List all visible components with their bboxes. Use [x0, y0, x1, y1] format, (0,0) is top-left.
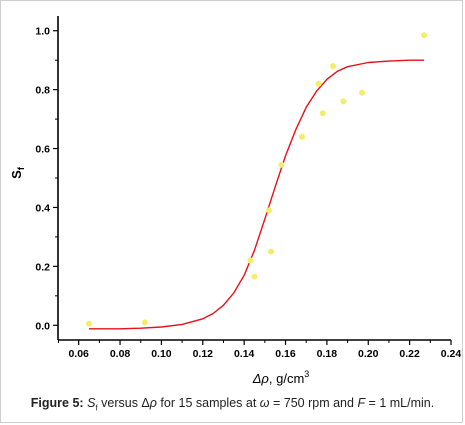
y-tick-label: 0.6	[35, 144, 50, 156]
caption-sf-sub: f	[95, 403, 98, 413]
fit-curve-layer	[89, 59, 425, 330]
x-axis-label-exp: 3	[304, 369, 309, 379]
x-axis-label: Δρ, g/cm3	[252, 369, 310, 386]
x-tick-label: 0.06	[68, 348, 89, 360]
caption-omega: ω	[259, 396, 270, 410]
data-point	[340, 98, 347, 105]
y-tick-label: 1.0	[35, 26, 50, 38]
caption-rho: ρ	[149, 396, 157, 410]
x-axis-label-rest: , g/cm	[269, 371, 304, 386]
x-tick-label: 0.24	[441, 348, 462, 360]
axis-labels: Sf Δρ, g/cm3	[9, 166, 309, 386]
x-tick-label: 0.10	[151, 348, 172, 360]
data-point	[330, 63, 337, 70]
y-tick-label: 0.4	[35, 202, 50, 214]
caption-f: F	[357, 396, 366, 410]
data-point	[251, 273, 258, 280]
data-point	[421, 32, 428, 39]
data-point	[247, 257, 254, 264]
data-point	[315, 80, 322, 87]
data-point	[265, 207, 272, 214]
caption-text-1: versus Δ	[97, 396, 150, 410]
data-point	[278, 161, 285, 168]
caption-text-2: for 15 samples at	[156, 396, 260, 410]
y-axis-label: Sf	[9, 166, 26, 179]
x-tick-label: 0.18	[317, 348, 338, 360]
data-point	[299, 133, 306, 140]
figure-caption: Figure 5: Sf versus Δρ for 15 samples at…	[1, 396, 464, 413]
data-point	[141, 319, 148, 326]
y-tick-label: 0.0	[35, 320, 50, 332]
caption-label: Figure 5:	[30, 396, 84, 410]
x-tick-label: 0.08	[110, 348, 131, 360]
x-tick-label: 0.20	[358, 348, 379, 360]
x-tick-label: 0.14	[234, 348, 255, 360]
caption-sf: S	[87, 396, 96, 410]
x-tick-label: 0.16	[275, 348, 296, 360]
fit-curve	[89, 59, 425, 330]
chart: 0.0 0.2 0.4 0.6 0.8 1.0 0.06 0.08 0.10 0.12 0.14 0.…	[9, 16, 461, 386]
y-axis-label-main: S	[9, 170, 24, 179]
y-tick-label: 0.8	[35, 85, 50, 97]
axes: 0.0 0.2 0.4 0.6 0.8 1.0 0.06 0.08 0.10 0.12 0.14 0.…	[35, 16, 461, 360]
y-axis-label-sub: f	[16, 166, 26, 170]
data-points-layer	[86, 32, 428, 327]
data-point	[319, 110, 326, 117]
x-tick-label: 0.12	[193, 348, 214, 360]
data-point	[86, 320, 93, 327]
data-point	[359, 89, 366, 96]
y-tick-label: 0.2	[35, 261, 50, 273]
x-axis-label-delta: Δρ	[252, 371, 270, 386]
caption-text-4: = 1 mL/min.	[365, 396, 435, 410]
data-point	[268, 248, 275, 255]
caption-text-3: = 750 rpm and	[269, 396, 358, 410]
x-tick-label: 0.22	[399, 348, 420, 360]
